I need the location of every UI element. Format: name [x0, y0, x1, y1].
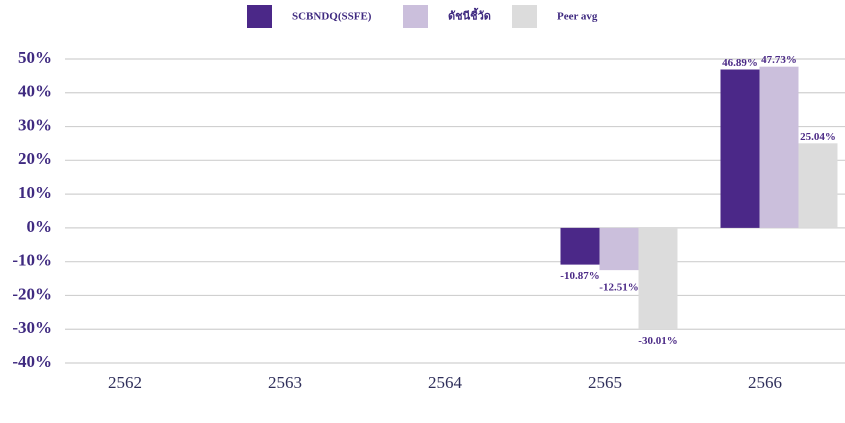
x-tick-label: 2566 [748, 373, 782, 392]
legend-label: SCBNDQ(SSFE) [292, 11, 372, 23]
x-tick-label: 2565 [588, 373, 622, 392]
legend-swatch [512, 5, 537, 28]
y-tick-label: 0% [27, 217, 53, 236]
y-tick-label: 40% [18, 82, 52, 101]
bar [599, 227, 639, 271]
y-tick-label: 50% [18, 48, 52, 67]
y-tick-label: 20% [18, 149, 52, 168]
legend-swatch [403, 5, 428, 28]
value-label: -10.87% [560, 270, 599, 282]
value-label: 46.89% [722, 57, 758, 69]
bar [759, 66, 799, 228]
x-tick-label: 2562 [108, 373, 142, 392]
bar [560, 227, 600, 265]
y-tick-label: -10% [12, 251, 52, 270]
value-label: 47.73% [761, 54, 797, 66]
value-label: 25.04% [800, 131, 836, 143]
y-tick-label: 10% [18, 183, 52, 202]
bar [638, 227, 678, 330]
y-tick-label: -40% [12, 352, 52, 371]
y-tick-label: 30% [18, 115, 52, 134]
bar [798, 143, 838, 228]
x-tick-label: 2564 [428, 373, 463, 392]
value-label: -30.01% [638, 335, 677, 347]
legend-label: ดัชนีชี้วัด [448, 8, 491, 23]
y-tick-label: -30% [12, 318, 52, 337]
legend-label: Peer avg [557, 11, 598, 23]
y-tick-label: -20% [12, 284, 52, 303]
value-label: -12.51% [599, 282, 638, 294]
x-tick-label: 2563 [268, 373, 302, 392]
bar [720, 69, 760, 228]
legend-swatch [247, 5, 272, 28]
